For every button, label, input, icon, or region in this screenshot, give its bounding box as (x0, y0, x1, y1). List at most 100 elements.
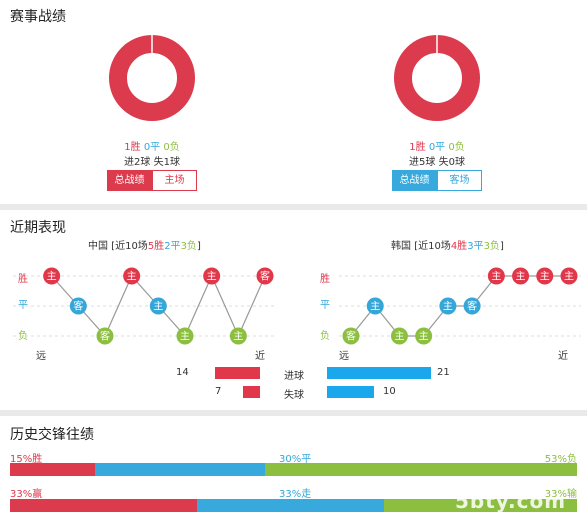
svg-text:客: 客 (346, 330, 356, 343)
left-recent-summary: 中国 [近10场5胜2平3负] (88, 241, 201, 252)
history-bar-2-win (10, 499, 198, 512)
right-tab-away[interactable]: 客场 (437, 170, 482, 191)
svg-text:主: 主 (564, 271, 574, 283)
history-bar-1 (10, 463, 577, 476)
left-axis-win: 胜 (18, 274, 28, 285)
handicap-draw-label: 33%走 (279, 489, 312, 500)
svg-text:主: 主 (233, 331, 243, 343)
site-watermark: 5bty.com (455, 489, 567, 513)
svg-text:主: 主 (127, 271, 137, 283)
left-far-label: 远 (36, 351, 46, 362)
left-form-point: 主 (149, 297, 167, 315)
right-form-point: 主 (536, 267, 554, 285)
right-form-point: 主 (390, 327, 408, 345)
left-goals-for-bar (214, 367, 260, 379)
right-draw-count: 0平 (428, 142, 446, 153)
right-form-chart: 客主主 主主 客主主主主 (339, 267, 581, 345)
right-form-point: 主 (487, 267, 505, 285)
svg-text:主: 主 (540, 271, 550, 283)
svg-text:客: 客 (73, 300, 83, 313)
left-tab-total[interactable]: 总战绩 (107, 170, 152, 191)
left-near-label: 近 (255, 351, 265, 362)
right-axis-win: 胜 (320, 274, 330, 285)
left-tab-home[interactable]: 主场 (152, 170, 197, 191)
right-tab-total[interactable]: 总战绩 (392, 170, 437, 191)
left-form-point: 客 (69, 297, 87, 315)
recent-title: 近期表现 (10, 220, 66, 236)
scored-label: 进球 (284, 371, 304, 382)
history-bar-2-draw (197, 499, 385, 512)
right-near-label: 近 (558, 351, 568, 362)
right-axis-loss: 负 (320, 331, 330, 342)
right-win-count: 1胜 (409, 142, 426, 153)
right-recent-summary: 韩国 [近10场4胜3平3负] (391, 241, 504, 252)
right-form-point: 主 (439, 297, 457, 315)
left-form-point: 主 (43, 267, 61, 285)
handicap-win-label: 33%赢 (10, 489, 43, 500)
right-axis-draw: 平 (320, 300, 330, 311)
svg-text:主: 主 (443, 301, 453, 313)
left-form-point: 主 (229, 327, 247, 345)
svg-text:主: 主 (180, 331, 190, 343)
right-far-label: 远 (339, 351, 349, 362)
svg-text:主: 主 (516, 271, 526, 283)
handicap-loss-label: 33%输 (544, 489, 577, 500)
left-record-donut (109, 35, 195, 121)
svg-text:主: 主 (491, 271, 501, 283)
record-title: 赛事战绩 (10, 9, 66, 25)
right-form-point: 客 (342, 327, 360, 345)
left-form-point: 主 (176, 327, 194, 345)
left-draw-count: 0平 (143, 142, 161, 153)
left-axis-draw: 平 (18, 300, 28, 311)
left-goals-for-value: 14 (176, 367, 189, 378)
svg-text:主: 主 (207, 271, 217, 283)
svg-text:客: 客 (260, 270, 270, 283)
left-form-point: 客 (96, 327, 114, 345)
left-goals-summary: 进2球 失1球 (124, 157, 180, 168)
right-form-point: 客 (463, 297, 481, 315)
left-axis-loss: 负 (18, 331, 28, 342)
svg-text:主: 主 (153, 301, 163, 313)
right-form-point: 主 (560, 267, 578, 285)
conceded-label: 失球 (284, 390, 304, 401)
history-draw-label: 30%平 (279, 454, 312, 465)
right-form-line (350, 275, 569, 337)
right-goals-against-value: 10 (383, 386, 396, 397)
right-record-counts: 1胜 0平 0负 (377, 138, 497, 153)
history-bar-1-win (10, 463, 96, 476)
history-loss-label: 53%负 (544, 454, 577, 465)
left-form-point: 主 (123, 267, 141, 285)
left-form-point: 主 (203, 267, 221, 285)
left-form-point: 客 (256, 267, 274, 285)
svg-text:客: 客 (467, 300, 477, 313)
svg-text:主: 主 (394, 331, 404, 343)
right-record-donut (394, 35, 480, 121)
history-bar-1-loss (265, 463, 577, 476)
left-win-count: 1胜 (124, 142, 141, 153)
right-form-point: 主 (415, 327, 433, 345)
record-panel: 赛事战绩 1胜 0平 0负 进2球 失1球 总战绩 主场 1胜 0平 0负 进5… (0, 0, 587, 204)
history-bar-2 (10, 499, 577, 512)
left-goals-against-value: 7 (215, 386, 222, 397)
history-panel: 历史交锋往绩 15%胜 30%平 53%负 33%赢 33%走 33%输 5bt… (0, 416, 587, 517)
right-goals-for-value: 21 (437, 367, 450, 378)
history-bar-1-draw (95, 463, 266, 476)
right-form-point: 主 (366, 297, 384, 315)
left-record-counts: 1胜 0平 0负 (92, 138, 212, 153)
history-win-label: 15%胜 (10, 454, 43, 465)
right-form-point: 主 (512, 267, 530, 285)
left-loss-count: 0负 (163, 142, 180, 153)
right-loss-count: 0负 (448, 142, 465, 153)
svg-text:主: 主 (419, 331, 429, 343)
right-goals-against-bar (327, 386, 375, 398)
history-title: 历史交锋往绩 (10, 427, 94, 443)
left-goals-against-bar (242, 386, 260, 398)
svg-text:客: 客 (100, 330, 110, 343)
svg-text:主: 主 (47, 271, 57, 283)
recent-panel: 近期表现 中国 [近10场5胜2平3负] 韩国 [近10场4胜3平3负] 胜 平… (0, 210, 587, 410)
svg-text:主: 主 (370, 301, 380, 313)
history-bar-2-loss (384, 499, 577, 512)
right-goals-summary: 进5球 失0球 (409, 157, 465, 168)
right-goals-for-bar (327, 367, 431, 379)
